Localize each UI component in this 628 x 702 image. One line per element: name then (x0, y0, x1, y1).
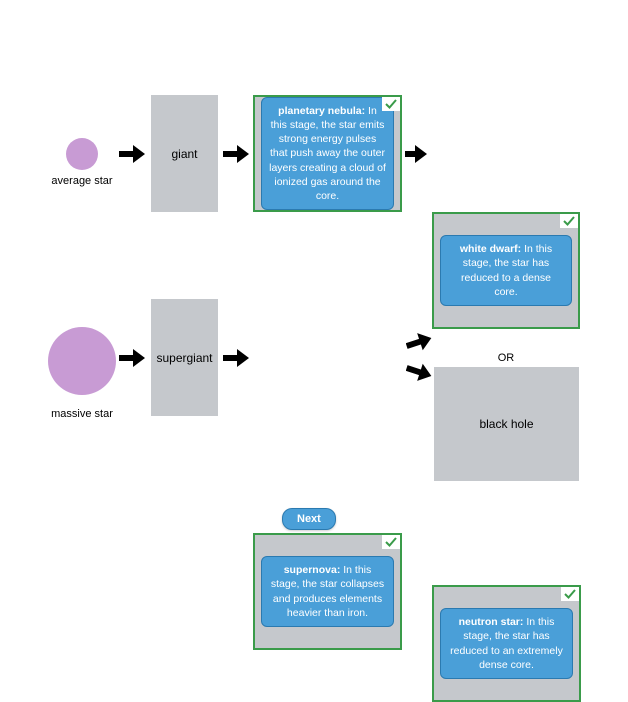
check-icon (560, 214, 578, 228)
arrow-icon (223, 145, 249, 163)
average-star-label: average star (40, 175, 124, 187)
supernova-title: supernova: (284, 564, 341, 576)
massive-star-label: massive star (40, 408, 124, 420)
planetary-nebula-title: planetary nebula: (278, 105, 365, 117)
massive-star-circle (48, 327, 116, 395)
arrow-icon (223, 349, 249, 367)
neutron-star-box[interactable]: neutron star: In this stage, the star ha… (432, 585, 581, 702)
black-hole-label: black hole (479, 417, 533, 431)
average-star-node (66, 138, 98, 170)
supernova-box[interactable]: supernova: In this stage, the star colla… (253, 533, 402, 650)
supergiant-box: supergiant (151, 299, 218, 416)
white-dwarf-info: white dwarf: In this stage, the star has… (440, 235, 572, 306)
massive-star-node (48, 327, 116, 395)
black-hole-box: black hole (434, 367, 579, 481)
giant-box: giant (151, 95, 218, 212)
white-dwarf-box[interactable]: white dwarf: In this stage, the star has… (432, 212, 580, 329)
neutron-star-info: neutron star: In this stage, the star ha… (440, 608, 573, 679)
check-icon (382, 97, 400, 111)
planetary-nebula-box[interactable]: planetary nebula: In this stage, the sta… (253, 95, 402, 212)
white-dwarf-title: white dwarf: (460, 243, 521, 255)
arrow-icon (405, 145, 427, 163)
check-icon (382, 535, 400, 549)
giant-label: giant (171, 147, 197, 161)
planetary-nebula-text: In this stage, the star emits strong ene… (269, 105, 386, 202)
arrow-down-icon (406, 362, 432, 382)
next-button[interactable]: Next (282, 508, 336, 530)
neutron-star-title: neutron star: (459, 616, 524, 628)
supergiant-label: supergiant (156, 351, 212, 365)
average-star-circle (66, 138, 98, 170)
or-label: OR (490, 352, 522, 364)
arrow-icon (119, 145, 145, 163)
arrow-up-icon (406, 332, 432, 352)
arrow-icon (119, 349, 145, 367)
supernova-info: supernova: In this stage, the star colla… (261, 556, 394, 627)
planetary-nebula-info: planetary nebula: In this stage, the sta… (261, 97, 394, 210)
check-icon (561, 587, 579, 601)
